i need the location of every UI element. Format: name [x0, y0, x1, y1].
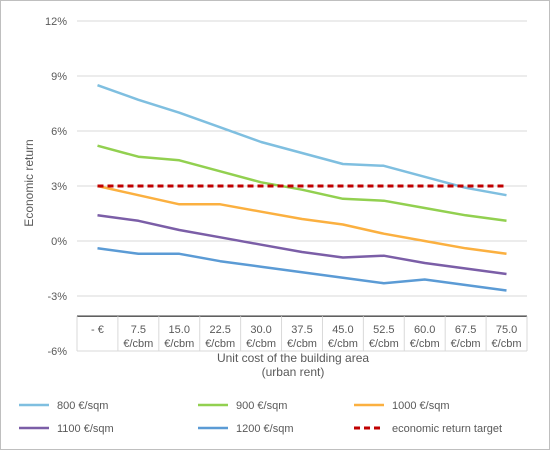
x-tick-label-4-0: 30.0 [250, 324, 271, 336]
legend-label-2: 1000 €/sqm [392, 400, 449, 412]
legend-label-5: economic return target [392, 423, 502, 435]
y-tick-label-6: 12% [45, 16, 67, 28]
y-tick-label-3: 3% [51, 181, 67, 193]
y-tick-label-0: -6% [47, 346, 67, 358]
x-tick-label-7-0: 52.5 [373, 324, 394, 336]
series-lines [97, 84, 507, 292]
x-tick-label-2-1: €/cbm [164, 338, 194, 350]
x-axis-label-line-2: (urban rent) [262, 365, 325, 379]
y-tick-label-2: 0% [51, 236, 67, 248]
x-tick-label-7-1: €/cbm [369, 338, 399, 350]
x-tick-label-0-0: - € [91, 324, 104, 336]
y-tick-label-1: -3% [47, 291, 67, 303]
x-tick-label-6-0: 45.0 [332, 324, 353, 336]
legend-label-1: 900 €/sqm [236, 400, 287, 412]
x-tick-label-3-1: €/cbm [205, 338, 235, 350]
x-axis-ticks: - € 7.5 €/cbm 15.0 €/cbm 22.5 €/cbm 30.0 €/cbm 37… [91, 324, 521, 350]
x-tick-label-5-1: €/cbm [287, 338, 317, 350]
x-tick-label-3-0: 22.5 [209, 324, 230, 336]
y-axis-ticks: -6% -3% 0% 3% 6% 9% 12% [45, 16, 67, 358]
x-tick-label-8-1: €/cbm [410, 338, 440, 350]
x-tick-label-4-1: €/cbm [246, 338, 276, 350]
x-tick-label-5-0: 37.5 [291, 324, 312, 336]
x-tick-label-8-0: 60.0 [414, 324, 435, 336]
x-tick-label-1-0: 7.5 [131, 324, 146, 336]
y-axis-label: Economic return [22, 139, 36, 226]
y-tick-label-5: 9% [51, 71, 67, 83]
series-line-4 [97, 247, 507, 292]
x-tick-label-2-0: 15.0 [169, 324, 190, 336]
legend-label-4: 1200 €/sqm [236, 423, 293, 435]
series-line-1 [97, 144, 507, 223]
x-tick-label-10-1: €/cbm [492, 338, 522, 350]
legend-label-0: 800 €/sqm [57, 400, 108, 412]
x-axis-label-line-1: Unit cost of the building area [217, 351, 369, 365]
x-tick-label-10-0: 75.0 [496, 324, 517, 336]
x-tick-label-6-1: €/cbm [328, 338, 358, 350]
gridlines [76, 20, 528, 352]
series-line-2 [97, 184, 507, 256]
x-tick-label-9-1: €/cbm [451, 338, 481, 350]
series-line-0 [97, 84, 507, 197]
legend-label-3: 1100 €/sqm [57, 423, 114, 435]
x-tick-label-9-0: 67.5 [455, 324, 476, 336]
y-tick-label-4: 6% [51, 126, 67, 138]
legend: 800 €/sqm 900 €/sqm 1000 €/sqm 1100 €/sqm 12… [19, 400, 502, 435]
series-line-3 [97, 214, 507, 276]
x-tick-label-1-1: €/cbm [123, 338, 153, 350]
